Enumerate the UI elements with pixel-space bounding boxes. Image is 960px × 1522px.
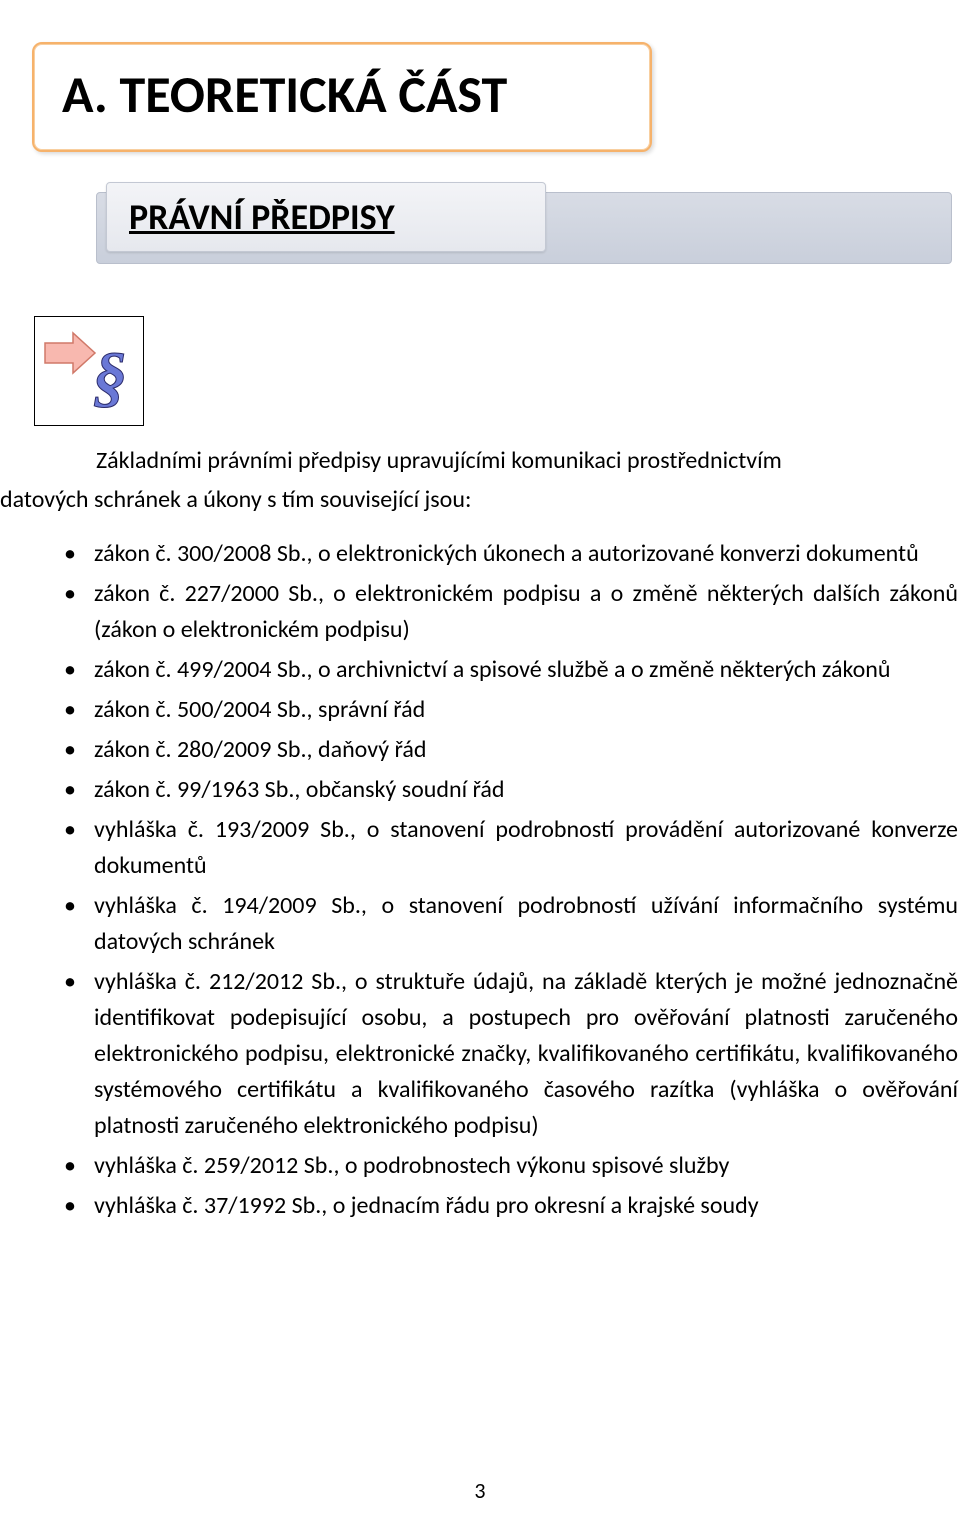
title-box: A. TEORETICKÁ ČÁST (32, 42, 652, 152)
subtitle-inner: PRÁVNÍ PŘEDPISY (106, 182, 546, 252)
list-item: zákon č. 280/2009 Sb., daňový řád (58, 732, 958, 768)
page-subtitle: PRÁVNÍ PŘEDPISY (129, 195, 395, 239)
svg-text:§: § (93, 338, 127, 414)
page-number: 3 (0, 1477, 960, 1504)
intro-line-1: Základními právními předpisy upravujícím… (96, 446, 782, 475)
list-item: zákon č. 500/2004 Sb., správní řád (58, 692, 958, 728)
list-item: vyhláška č. 212/2012 Sb., o struktuře úd… (58, 964, 958, 1144)
list-item: zákon č. 300/2008 Sb., o elektronických … (58, 536, 958, 572)
list-item: vyhláška č. 193/2009 Sb., o stanovení po… (58, 812, 958, 884)
intro-paragraph-2: datových schránek a úkony s tím souvisej… (0, 483, 960, 518)
section-icon-box: § (34, 316, 144, 426)
intro-line-2: datových schránek a úkony s tím souvisej… (0, 485, 471, 514)
document-page: A. TEORETICKÁ ČÁST PRÁVNÍ PŘEDPISY § Zák… (0, 0, 960, 1522)
paragraph-arrow-icon: § (39, 321, 139, 421)
list-item: vyhláška č. 194/2009 Sb., o stanovení po… (58, 888, 958, 960)
list-item: zákon č. 499/2004 Sb., o archivnictví a … (58, 652, 958, 688)
list-item: zákon č. 99/1963 Sb., občanský soudní řá… (58, 772, 958, 808)
page-title: A. TEORETICKÁ ČÁST (62, 62, 622, 126)
intro-paragraph: Základními právními předpisy upravujícím… (0, 444, 960, 479)
list-item: zákon č. 227/2000 Sb., o elektronickém p… (58, 576, 958, 648)
list-item: vyhláška č. 37/1992 Sb., o jednacím řádu… (58, 1188, 958, 1224)
list-item: vyhláška č. 259/2012 Sb., o podrobnostec… (58, 1148, 958, 1184)
law-list: zákon č. 300/2008 Sb., o elektronických … (58, 536, 958, 1224)
subtitle-band: PRÁVNÍ PŘEDPISY (96, 180, 952, 276)
